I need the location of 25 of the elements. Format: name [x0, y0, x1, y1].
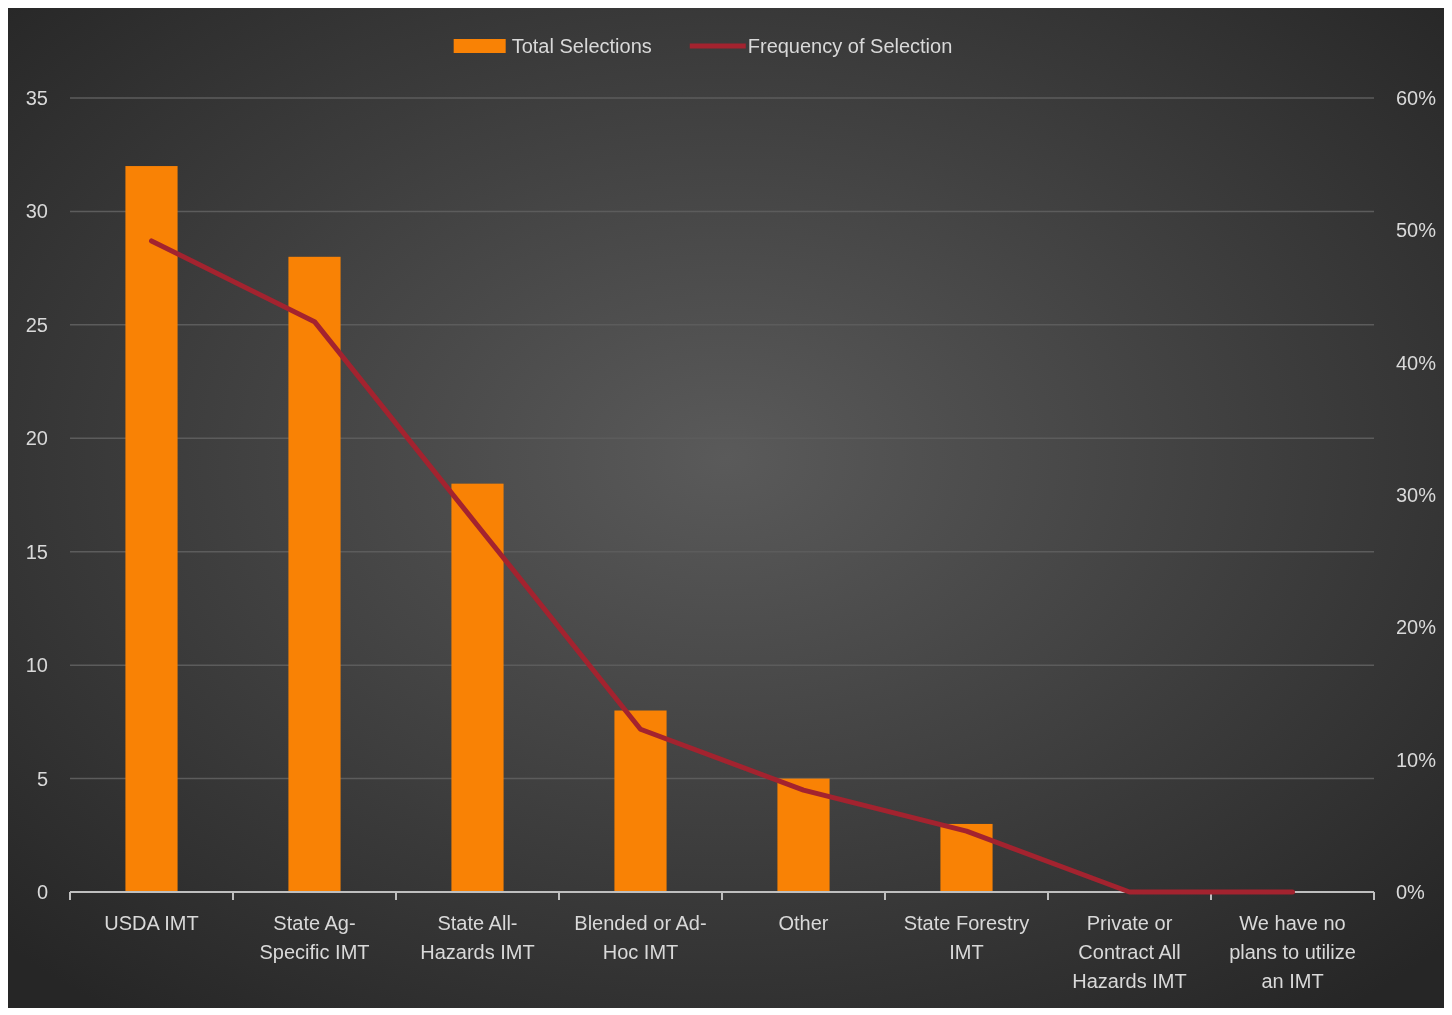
x-tick-label: State Ag-Specific IMT [259, 912, 370, 963]
legend-label: Frequency of Selection [747, 35, 953, 57]
y-tick-label: 25 [25, 313, 48, 336]
x-tick-label: Other [778, 912, 829, 934]
y2-tick-label: 0% [1396, 881, 1426, 903]
y-tick-label: 15 [25, 540, 48, 563]
y2-tick-label: 60% [1396, 87, 1437, 109]
x-tick-label: We have no plans to utilize an IMT [1229, 912, 1356, 992]
y-tick-label: 30 [25, 200, 48, 223]
y-tick-label: 20 [25, 427, 48, 450]
legend-label: Total Selections [511, 35, 652, 57]
x-tick-label: Blended or Ad-Hoc IMT [574, 912, 707, 963]
x-tick-label: State Forestry IMT [903, 912, 1030, 963]
y-tick-label: 5 [36, 767, 48, 790]
y-tick-label: 0 [36, 881, 48, 903]
y2-tick-label: 10% [1396, 748, 1437, 771]
y2-tick-label: 30% [1396, 484, 1437, 506]
x-tick-label: Private or Contract All Hazards IMT [1072, 912, 1187, 992]
y2-tick-label: 40% [1396, 351, 1437, 374]
x-tick-label: USDA IMT [104, 912, 199, 934]
y-tick-label: 10 [25, 654, 48, 677]
y-tick-label: 35 [25, 87, 48, 109]
y2-tick-label: 50% [1396, 219, 1437, 242]
x-tick-label: State All-Hazards IMT [420, 912, 535, 963]
y2-tick-label: 20% [1396, 616, 1437, 639]
